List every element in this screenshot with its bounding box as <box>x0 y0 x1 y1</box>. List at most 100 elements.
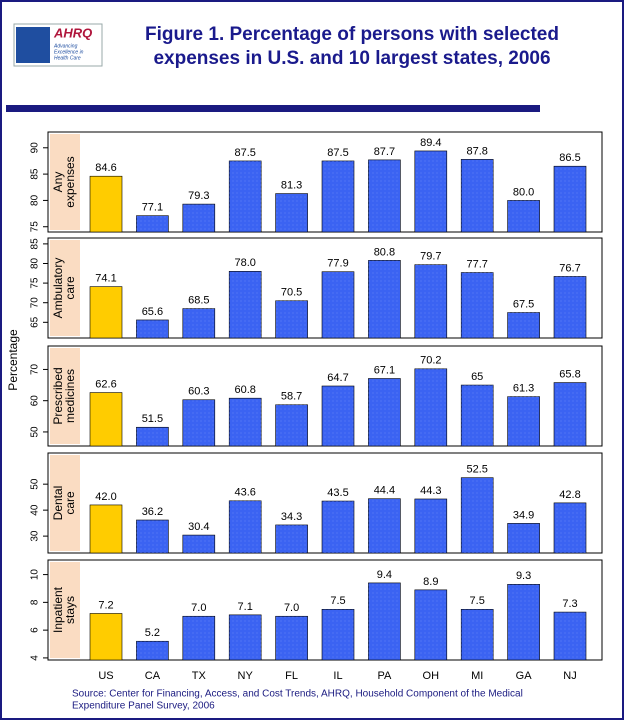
value-label: 79.7 <box>420 251 441 263</box>
value-label: 74.1 <box>95 273 116 285</box>
bar-texture <box>414 150 447 232</box>
x-tick-label: FL <box>285 670 298 682</box>
y-tick-label: 80 <box>30 194 41 206</box>
bar-texture <box>507 523 540 553</box>
value-label: 9.4 <box>377 569 392 581</box>
value-label: 84.6 <box>95 162 116 174</box>
value-label: 78.0 <box>234 257 255 269</box>
bar-texture <box>275 404 308 446</box>
bar-texture <box>507 200 540 232</box>
value-label: 36.2 <box>142 506 163 518</box>
x-tick-label: US <box>98 670 113 682</box>
value-label: 62.6 <box>95 378 116 390</box>
bar-texture <box>275 616 308 660</box>
bar-texture <box>554 276 586 338</box>
value-label: 76.7 <box>559 262 580 274</box>
bar-texture <box>507 584 540 660</box>
value-label: 65.6 <box>142 306 163 318</box>
bar-texture <box>322 501 354 553</box>
x-tick-label: TX <box>192 670 207 682</box>
x-tick-label: MI <box>471 670 483 682</box>
bar-texture <box>275 524 308 553</box>
y-tick-label: 40 <box>30 504 41 516</box>
source-note: Expenditure Panel Survey, 2006 <box>72 701 215 712</box>
logo-tagline: Advancing <box>53 43 78 49</box>
value-label: 52.5 <box>466 464 487 476</box>
value-label: 43.5 <box>327 487 348 499</box>
bar-texture <box>414 264 447 338</box>
y-tick-label: 50 <box>30 478 41 490</box>
y-tick-label: 90 <box>30 142 41 154</box>
bar-texture <box>554 382 586 446</box>
bar-texture <box>182 308 215 338</box>
x-tick-label: NY <box>238 670 254 682</box>
value-label: 5.2 <box>145 627 160 639</box>
value-label: 65.8 <box>559 368 580 380</box>
source-note: Source: Center for Financing, Access, an… <box>72 689 523 700</box>
bar-texture <box>229 500 262 553</box>
bar-texture <box>554 166 586 232</box>
value-label: 67.5 <box>513 298 534 310</box>
x-tick-label: CA <box>145 670 161 682</box>
bar-texture <box>368 159 401 232</box>
logo-tagline: Excellence in <box>54 49 84 55</box>
value-label: 61.3 <box>513 383 534 395</box>
bar-texture <box>368 582 401 660</box>
value-label: 60.3 <box>188 386 209 398</box>
x-tick-label: OH <box>423 670 440 682</box>
value-label: 80.8 <box>374 246 395 258</box>
bar <box>89 392 123 447</box>
value-label: 7.1 <box>238 601 253 613</box>
y-tick-label: 8 <box>30 599 41 605</box>
value-label: 42.0 <box>95 491 116 503</box>
bar-texture <box>414 589 447 660</box>
panel-label-box <box>50 562 80 658</box>
y-tick-label: 6 <box>30 627 41 633</box>
y-tick-label: 80 <box>30 257 41 269</box>
y-tick-label: 50 <box>30 426 41 438</box>
panel-label: care <box>63 276 77 300</box>
value-label: 43.6 <box>234 487 255 499</box>
panel-label: stays <box>63 596 77 624</box>
bar-texture <box>136 215 169 232</box>
value-label: 42.8 <box>559 489 580 501</box>
value-label: 51.5 <box>142 413 163 425</box>
logo-name: AHRQ <box>53 25 92 40</box>
value-label: 34.9 <box>513 509 534 521</box>
bar-texture <box>182 204 215 232</box>
y-tick-label: 85 <box>30 168 41 180</box>
bar <box>89 504 123 554</box>
bar-texture <box>414 498 447 553</box>
y-tick-label: 70 <box>30 363 41 375</box>
value-label: 8.9 <box>423 576 438 588</box>
chart-title: expenses in U.S. and 10 largest states, … <box>153 48 550 69</box>
x-tick-label: NJ <box>563 670 576 682</box>
bar-texture <box>275 300 308 338</box>
panel-label: Dental <box>51 486 65 521</box>
value-label: 86.5 <box>559 152 580 164</box>
x-tick-label: GA <box>516 670 533 682</box>
y-tick-label: 75 <box>30 277 41 289</box>
value-label: 7.3 <box>562 598 577 610</box>
bar-texture <box>322 160 354 232</box>
bar-texture <box>182 535 215 553</box>
value-label: 44.4 <box>374 485 395 497</box>
logo-emblem <box>16 27 50 63</box>
y-tick-label: 85 <box>30 238 41 250</box>
x-tick-label: PA <box>377 670 392 682</box>
value-label: 7.5 <box>470 595 485 607</box>
title-rule <box>6 105 540 112</box>
value-label: 7.0 <box>284 602 299 614</box>
bar-texture <box>461 272 494 338</box>
chart-title: Figure 1. Percentage of persons with sel… <box>145 24 559 45</box>
bar-texture <box>461 477 494 553</box>
panel-label-box <box>50 348 80 444</box>
value-label: 60.8 <box>234 384 255 396</box>
logo-tagline: Health Care <box>54 55 81 61</box>
value-label: 34.3 <box>281 511 302 523</box>
bar-texture <box>322 271 354 338</box>
y-tick-label: 70 <box>30 297 41 309</box>
bar-texture <box>136 319 169 338</box>
bar-texture <box>322 609 354 660</box>
